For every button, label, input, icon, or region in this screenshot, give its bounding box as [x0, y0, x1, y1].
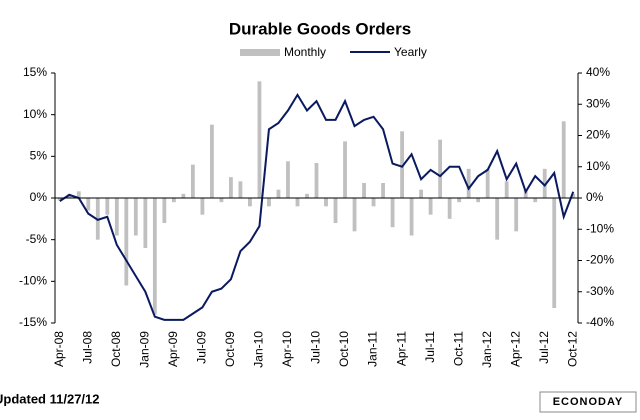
x-tick-label: Apr-12	[508, 331, 522, 367]
bar	[552, 198, 557, 308]
bar	[352, 198, 357, 232]
x-tick-label: Jul-09	[195, 331, 209, 364]
bar	[485, 168, 490, 198]
bar	[76, 191, 81, 198]
bar	[381, 183, 385, 198]
bar	[371, 198, 376, 207]
bar	[143, 198, 148, 248]
bar	[171, 198, 176, 203]
bar	[495, 198, 500, 240]
bar	[343, 141, 347, 198]
bar	[219, 198, 224, 203]
bar	[428, 198, 433, 215]
x-tick-label: Jul-11	[423, 331, 437, 363]
bar	[257, 81, 262, 198]
bar	[438, 139, 443, 198]
bar	[57, 198, 62, 201]
bar	[114, 198, 119, 236]
bar	[314, 163, 319, 198]
y-tick-label: -15%	[19, 315, 47, 329]
y2-tick-label: -40%	[586, 315, 614, 329]
bar	[286, 161, 290, 198]
x-tick-label: Oct-10	[337, 331, 351, 367]
x-tick-label: Apr-09	[166, 331, 180, 367]
bar	[504, 181, 509, 198]
x-tick-label: Oct-08	[109, 331, 123, 367]
bar	[133, 198, 138, 236]
x-tick-label: Jul-08	[80, 331, 94, 364]
bar	[248, 198, 252, 207]
bar	[476, 198, 481, 203]
bar	[324, 198, 328, 207]
chart-title: Durable Goods Orders	[229, 19, 411, 38]
x-tick-label: Oct-12	[565, 331, 579, 367]
bar	[523, 189, 528, 198]
bar	[514, 198, 519, 232]
y2-tick-label: 0%	[586, 190, 604, 204]
bar	[152, 198, 157, 315]
y-tick-label: 0%	[30, 190, 48, 204]
bar	[181, 193, 186, 198]
x-tick-label: Oct-09	[223, 331, 237, 367]
y2-tick-label: -20%	[586, 253, 614, 267]
y2-tick-label: -30%	[586, 284, 614, 298]
bar	[200, 198, 205, 215]
bar	[400, 131, 404, 198]
logo-box	[539, 391, 637, 413]
bar	[419, 189, 424, 198]
bar	[190, 164, 195, 198]
bar	[542, 168, 547, 198]
bar	[267, 198, 271, 207]
x-tick-label: Jan-10	[252, 331, 266, 368]
y-tick-label: 15%	[23, 65, 47, 79]
bar	[409, 198, 414, 236]
bar	[362, 183, 366, 198]
y2-tick-label: -10%	[586, 221, 614, 235]
bar	[571, 193, 576, 198]
x-tick-label: Jul-12	[537, 331, 551, 364]
bar	[276, 189, 281, 198]
bar	[105, 198, 110, 215]
x-tick-label: Apr-11	[394, 331, 408, 366]
legend-label: Monthly	[284, 45, 326, 59]
y-tick-label: -5%	[26, 232, 48, 246]
bar	[124, 198, 129, 286]
x-tick-label: Jan-11	[366, 331, 380, 367]
footnote: Updated 11/27/12	[0, 391, 100, 406]
y-tick-label: 10%	[23, 107, 47, 121]
bar	[447, 198, 452, 219]
y2-tick-label: 20%	[586, 128, 610, 142]
bar	[229, 177, 233, 198]
x-tick-label: Apr-08	[52, 331, 66, 367]
x-tick-label: Jul-10	[309, 331, 323, 364]
bar	[162, 198, 167, 223]
bar	[466, 168, 471, 198]
legend-swatch	[240, 49, 280, 56]
line	[59, 92, 575, 321]
bar	[209, 124, 214, 198]
bar	[295, 198, 300, 207]
bar	[86, 198, 91, 211]
bar	[533, 198, 538, 203]
x-tick-label: Apr-10	[280, 331, 294, 367]
bar	[238, 181, 243, 198]
logo: ECONODAY	[553, 396, 624, 408]
x-tick-label: Jan-09	[138, 331, 152, 368]
y2-tick-label: 40%	[586, 65, 610, 79]
y-tick-label: 5%	[30, 149, 48, 163]
y2-tick-label: 10%	[586, 159, 610, 173]
bar	[333, 198, 338, 223]
bar	[390, 198, 395, 228]
y-tick-label: -10%	[19, 274, 47, 288]
bar	[457, 198, 462, 203]
x-tick-label: Oct-11	[451, 331, 465, 366]
y2-tick-label: 30%	[586, 96, 610, 110]
bar	[561, 121, 566, 198]
bar	[305, 193, 309, 198]
legend-label: Yearly	[394, 45, 427, 59]
x-tick-label: Jan-12	[480, 331, 494, 368]
